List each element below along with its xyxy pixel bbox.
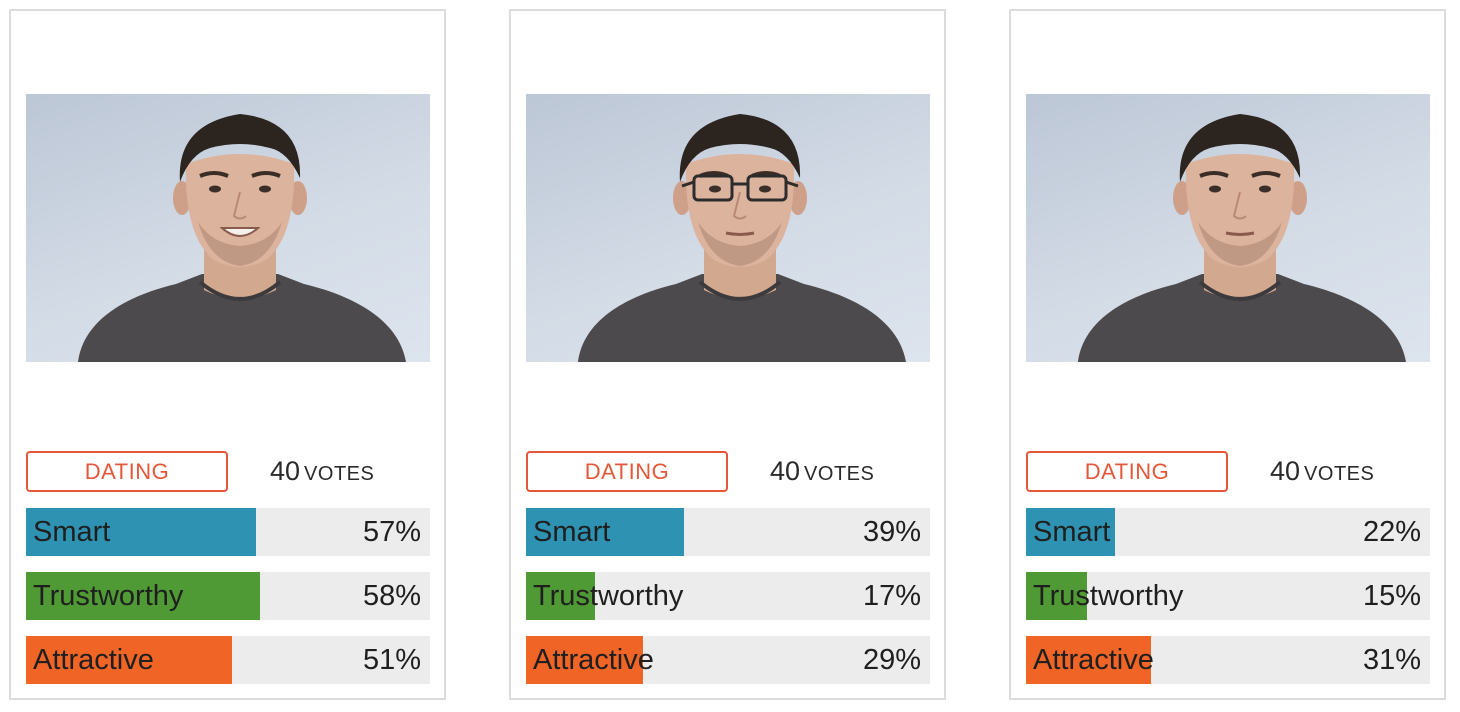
- photo-card-3: DATING 40 VOTES Smart 22% Trustworthy 15% A…: [1009, 9, 1446, 700]
- rating-label: Smart: [1033, 516, 1111, 548]
- portrait-photo[interactable]: [26, 94, 430, 362]
- rating-percent: 51%: [362, 644, 421, 676]
- vote-count-label: VOTES: [804, 463, 875, 485]
- collar-line: [1198, 280, 1282, 301]
- nose-line: [1232, 191, 1247, 220]
- rating-bar-fill: [526, 572, 595, 620]
- portrait-smiling-icon: [78, 114, 406, 362]
- glasses-arms: [681, 180, 799, 188]
- rating-percent: 29%: [862, 644, 921, 676]
- rating-bar-attractive: Attractive 29%: [526, 636, 930, 684]
- rating-bar-fill: [26, 572, 261, 620]
- shirt-shape: [78, 274, 406, 362]
- rating-bar-fill: [1026, 508, 1115, 556]
- shirt-shape: [1078, 274, 1406, 362]
- rating-label: Trustworthy: [533, 580, 684, 612]
- hair-shape: [679, 114, 801, 182]
- eye-left: [1209, 185, 1221, 193]
- rating-bar-attractive: Attractive 31%: [1026, 636, 1430, 684]
- rating-bar-fill: [1026, 636, 1152, 684]
- eyebrow-right: [1251, 171, 1281, 178]
- vote-count-label: VOTES: [304, 463, 375, 485]
- eye-left: [709, 185, 721, 193]
- stubble-shape: [698, 222, 782, 266]
- eye-left: [209, 185, 221, 193]
- glasses-lens-right: [746, 174, 788, 202]
- nose-line: [232, 191, 247, 220]
- vote-count-label: VOTES: [1304, 463, 1375, 485]
- collar-line: [698, 280, 782, 301]
- rating-percent: 58%: [362, 580, 421, 612]
- glasses-lens-left: [692, 174, 734, 202]
- eyebrow-right: [251, 171, 281, 178]
- neutral-mouth: [725, 231, 755, 236]
- eye-right: [1259, 185, 1271, 193]
- rating-label: Attractive: [533, 644, 654, 676]
- portrait-photo[interactable]: [526, 94, 930, 362]
- rating-percent: 15%: [1362, 580, 1421, 612]
- neutral-mouth: [1225, 231, 1255, 236]
- rating-percent: 22%: [1362, 516, 1421, 548]
- rating-label: Trustworthy: [1033, 580, 1184, 612]
- photo-card-2: DATING 40 VOTES Smart 39% Trustworthy 17% A…: [509, 9, 946, 700]
- smile-mouth: [219, 227, 261, 237]
- vote-count-number: 40: [270, 456, 301, 486]
- portrait-glasses-icon: [578, 114, 906, 362]
- rating-bar-smart: Smart 39%: [526, 508, 930, 556]
- rating-bar-trustworthy: Trustworthy 15%: [1026, 572, 1430, 620]
- vote-count-number: 40: [1270, 456, 1301, 486]
- vote-count: 40 VOTES: [270, 451, 374, 492]
- rating-bar-smart: Smart 57%: [26, 508, 430, 556]
- vote-count: 40 VOTES: [1270, 451, 1374, 492]
- collar-line: [198, 280, 282, 301]
- portrait-neutral-icon: [1078, 114, 1406, 362]
- rating-label: Smart: [33, 516, 111, 548]
- hair-shape: [179, 114, 301, 182]
- shirt-shape: [578, 274, 906, 362]
- rating-bar-fill: [526, 636, 644, 684]
- rating-bar-attractive: Attractive 51%: [26, 636, 430, 684]
- category-tag-button[interactable]: DATING: [526, 451, 728, 492]
- eyebrow-left: [199, 171, 229, 178]
- category-tag-button[interactable]: DATING: [1026, 451, 1228, 492]
- rating-bar-trustworthy: Trustworthy 58%: [26, 572, 430, 620]
- stubble-shape: [198, 222, 282, 266]
- hair-shape: [1179, 114, 1301, 182]
- rating-bar-smart: Smart 22%: [1026, 508, 1430, 556]
- rating-bar-fill: [1026, 572, 1087, 620]
- rating-percent: 57%: [362, 516, 421, 548]
- rating-bar-fill: [26, 508, 257, 556]
- vote-count-number: 40: [770, 456, 801, 486]
- rating-percent: 17%: [862, 580, 921, 612]
- rating-percent: 39%: [862, 516, 921, 548]
- vote-count: 40 VOTES: [770, 451, 874, 492]
- stubble-shape: [1198, 222, 1282, 266]
- rating-percent: 31%: [1362, 644, 1421, 676]
- category-tag-button[interactable]: DATING: [26, 451, 228, 492]
- eye-right: [259, 185, 271, 193]
- rating-bar-trustworthy: Trustworthy 17%: [526, 572, 930, 620]
- eye-right: [759, 185, 771, 193]
- rating-label: Attractive: [1033, 644, 1154, 676]
- eyebrow-left: [1199, 171, 1229, 178]
- portrait-photo[interactable]: [1026, 94, 1430, 362]
- rating-bar-fill: [526, 508, 684, 556]
- nose-line: [732, 191, 747, 220]
- rating-bar-fill: [26, 636, 233, 684]
- rating-label: Attractive: [33, 644, 154, 676]
- rating-label: Smart: [533, 516, 611, 548]
- photo-card-1: DATING 40 VOTES Smart 57% Trustworthy 58% A…: [9, 9, 446, 700]
- rating-label: Trustworthy: [33, 580, 184, 612]
